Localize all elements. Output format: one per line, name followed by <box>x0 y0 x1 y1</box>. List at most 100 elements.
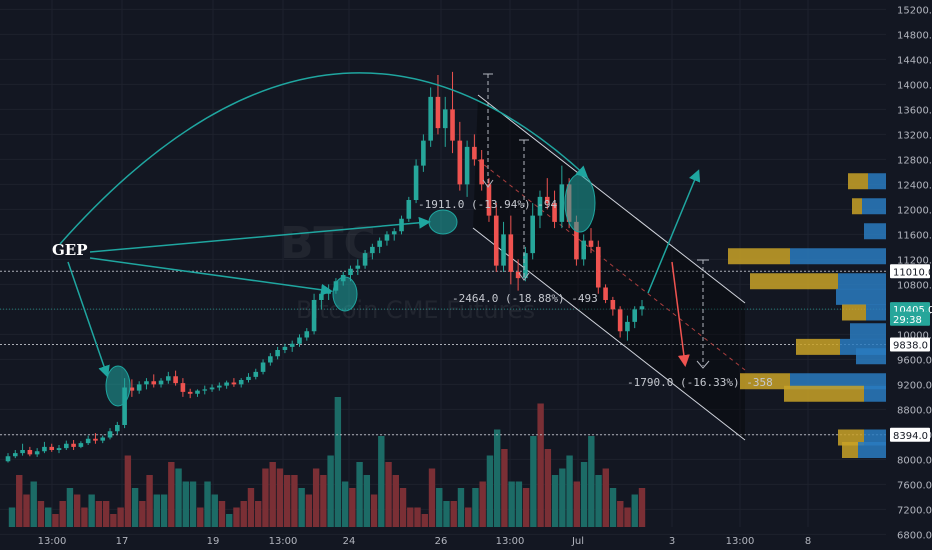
arrow-to-gap-2[interactable] <box>89 257 333 296</box>
candle-body <box>202 389 208 391</box>
candle-body <box>34 451 40 455</box>
arrow-to-gap-1[interactable] <box>67 261 110 378</box>
candle-body <box>435 96 441 129</box>
gap-ellipse-4[interactable] <box>564 173 596 233</box>
volume-bar <box>573 481 581 527</box>
candle-body <box>268 356 273 363</box>
arrow-up-projection[interactable] <box>647 169 701 294</box>
candle-body <box>304 331 310 338</box>
volume-bar <box>602 468 609 527</box>
candle-body <box>421 140 426 166</box>
volume-bar <box>226 514 233 527</box>
volume-bar <box>182 481 189 527</box>
time-tick-label: Jul <box>571 536 584 547</box>
volume-profile <box>728 173 886 458</box>
volume-bar <box>59 501 66 527</box>
profile-bar-gold <box>796 338 840 355</box>
candle-body <box>501 234 506 266</box>
price-tag-bg <box>890 427 930 442</box>
price-tick-label: 8800.0 <box>897 405 932 416</box>
candle-body <box>486 184 492 216</box>
volume-bar <box>334 397 342 527</box>
candle-body <box>377 240 382 247</box>
volume-bar <box>233 507 240 527</box>
volume-bar <box>551 475 559 527</box>
volume-bar <box>580 462 588 527</box>
volume-bar <box>124 455 132 527</box>
time-axis[interactable]: 13:00 17 19 13:00 24 26 13:00 Jul 3 13:00 8 <box>38 536 812 547</box>
candle-body <box>428 96 433 141</box>
time-tick-label: 19 <box>207 536 220 547</box>
candle-body <box>63 443 69 449</box>
candle-body <box>311 300 317 332</box>
volume-bar <box>436 488 443 527</box>
candle-body <box>472 146 477 160</box>
volume-bar <box>508 481 515 527</box>
profile-bar-blue <box>858 442 886 458</box>
profile-bar-blue <box>864 429 886 446</box>
candle-body <box>166 376 171 381</box>
volume-bar <box>465 507 472 527</box>
price-tick-label: 14400.0 <box>897 55 932 66</box>
candlesticks[interactable] <box>5 71 645 463</box>
candle-body <box>85 438 91 444</box>
candle-body <box>42 446 47 452</box>
candle-body <box>588 240 594 247</box>
price-tag-text: 10405.0 <box>893 305 932 316</box>
volume-bar <box>472 488 479 527</box>
candle-body <box>406 200 412 219</box>
volume-bar <box>544 449 552 527</box>
time-tick-label: 13:00 <box>496 536 525 547</box>
candle-body <box>100 437 106 441</box>
candle-body <box>370 246 375 254</box>
measure-range-3[interactable]: -1790.0 (-16.33%) -358 <box>627 259 773 389</box>
volume-bar <box>66 488 74 527</box>
volume-bar <box>363 475 371 527</box>
channel-upper-line[interactable] <box>477 94 746 304</box>
price-tick-label: 11600.0 <box>897 230 932 241</box>
candle-body <box>209 387 215 390</box>
candle-body <box>625 321 630 332</box>
candle-body <box>595 246 601 288</box>
candle-body <box>231 382 237 385</box>
gap-ellipse-3[interactable] <box>428 209 458 235</box>
volume-bar <box>378 436 385 527</box>
volume-bar <box>522 488 530 527</box>
descending-channel[interactable] <box>472 94 746 441</box>
gap-ellipse-2[interactable] <box>332 276 358 312</box>
curved-arrow-to-gap-4[interactable] <box>59 72 589 245</box>
candle-body <box>246 376 251 380</box>
profile-bar-blue <box>864 223 886 240</box>
price-tick-label: 14000.0 <box>897 80 932 91</box>
candle-body <box>508 234 514 272</box>
profile-bar-gold <box>842 442 858 458</box>
gap-ellipse-1[interactable] <box>105 365 131 407</box>
candle-body <box>71 443 76 447</box>
volume-bar <box>624 507 631 527</box>
measure-range-1[interactable]: -1911.0 (-13.94%) -94 <box>418 73 557 211</box>
profile-bar-blue <box>790 373 886 390</box>
candle-body <box>515 271 521 279</box>
volume-bar <box>16 475 23 527</box>
measure-range-2[interactable]: -2464.0 (-18.88%) -493 <box>452 139 598 305</box>
candle-body <box>129 387 135 391</box>
candle-body <box>362 253 368 266</box>
candle-body <box>49 446 55 450</box>
volume-bar <box>88 494 95 527</box>
volume-bar <box>457 488 465 527</box>
annotations[interactable]: GEP -1911.0 (-13.94%) -94 -2464.0 (-18.8… <box>52 0 773 407</box>
volume-bar <box>609 488 617 527</box>
price-tick-label: 9200.0 <box>897 380 932 391</box>
volume-bar <box>175 468 182 527</box>
price-tick-label: 11200.0 <box>897 255 932 266</box>
candle-body <box>136 384 142 391</box>
candle-body <box>78 443 84 447</box>
arrow-to-gap-3[interactable] <box>89 216 431 253</box>
arrow-down-projection[interactable] <box>671 261 690 367</box>
volume-bar <box>95 501 103 527</box>
candle-body <box>173 376 178 384</box>
volume-bar <box>421 514 428 527</box>
volume-bar <box>493 429 501 527</box>
